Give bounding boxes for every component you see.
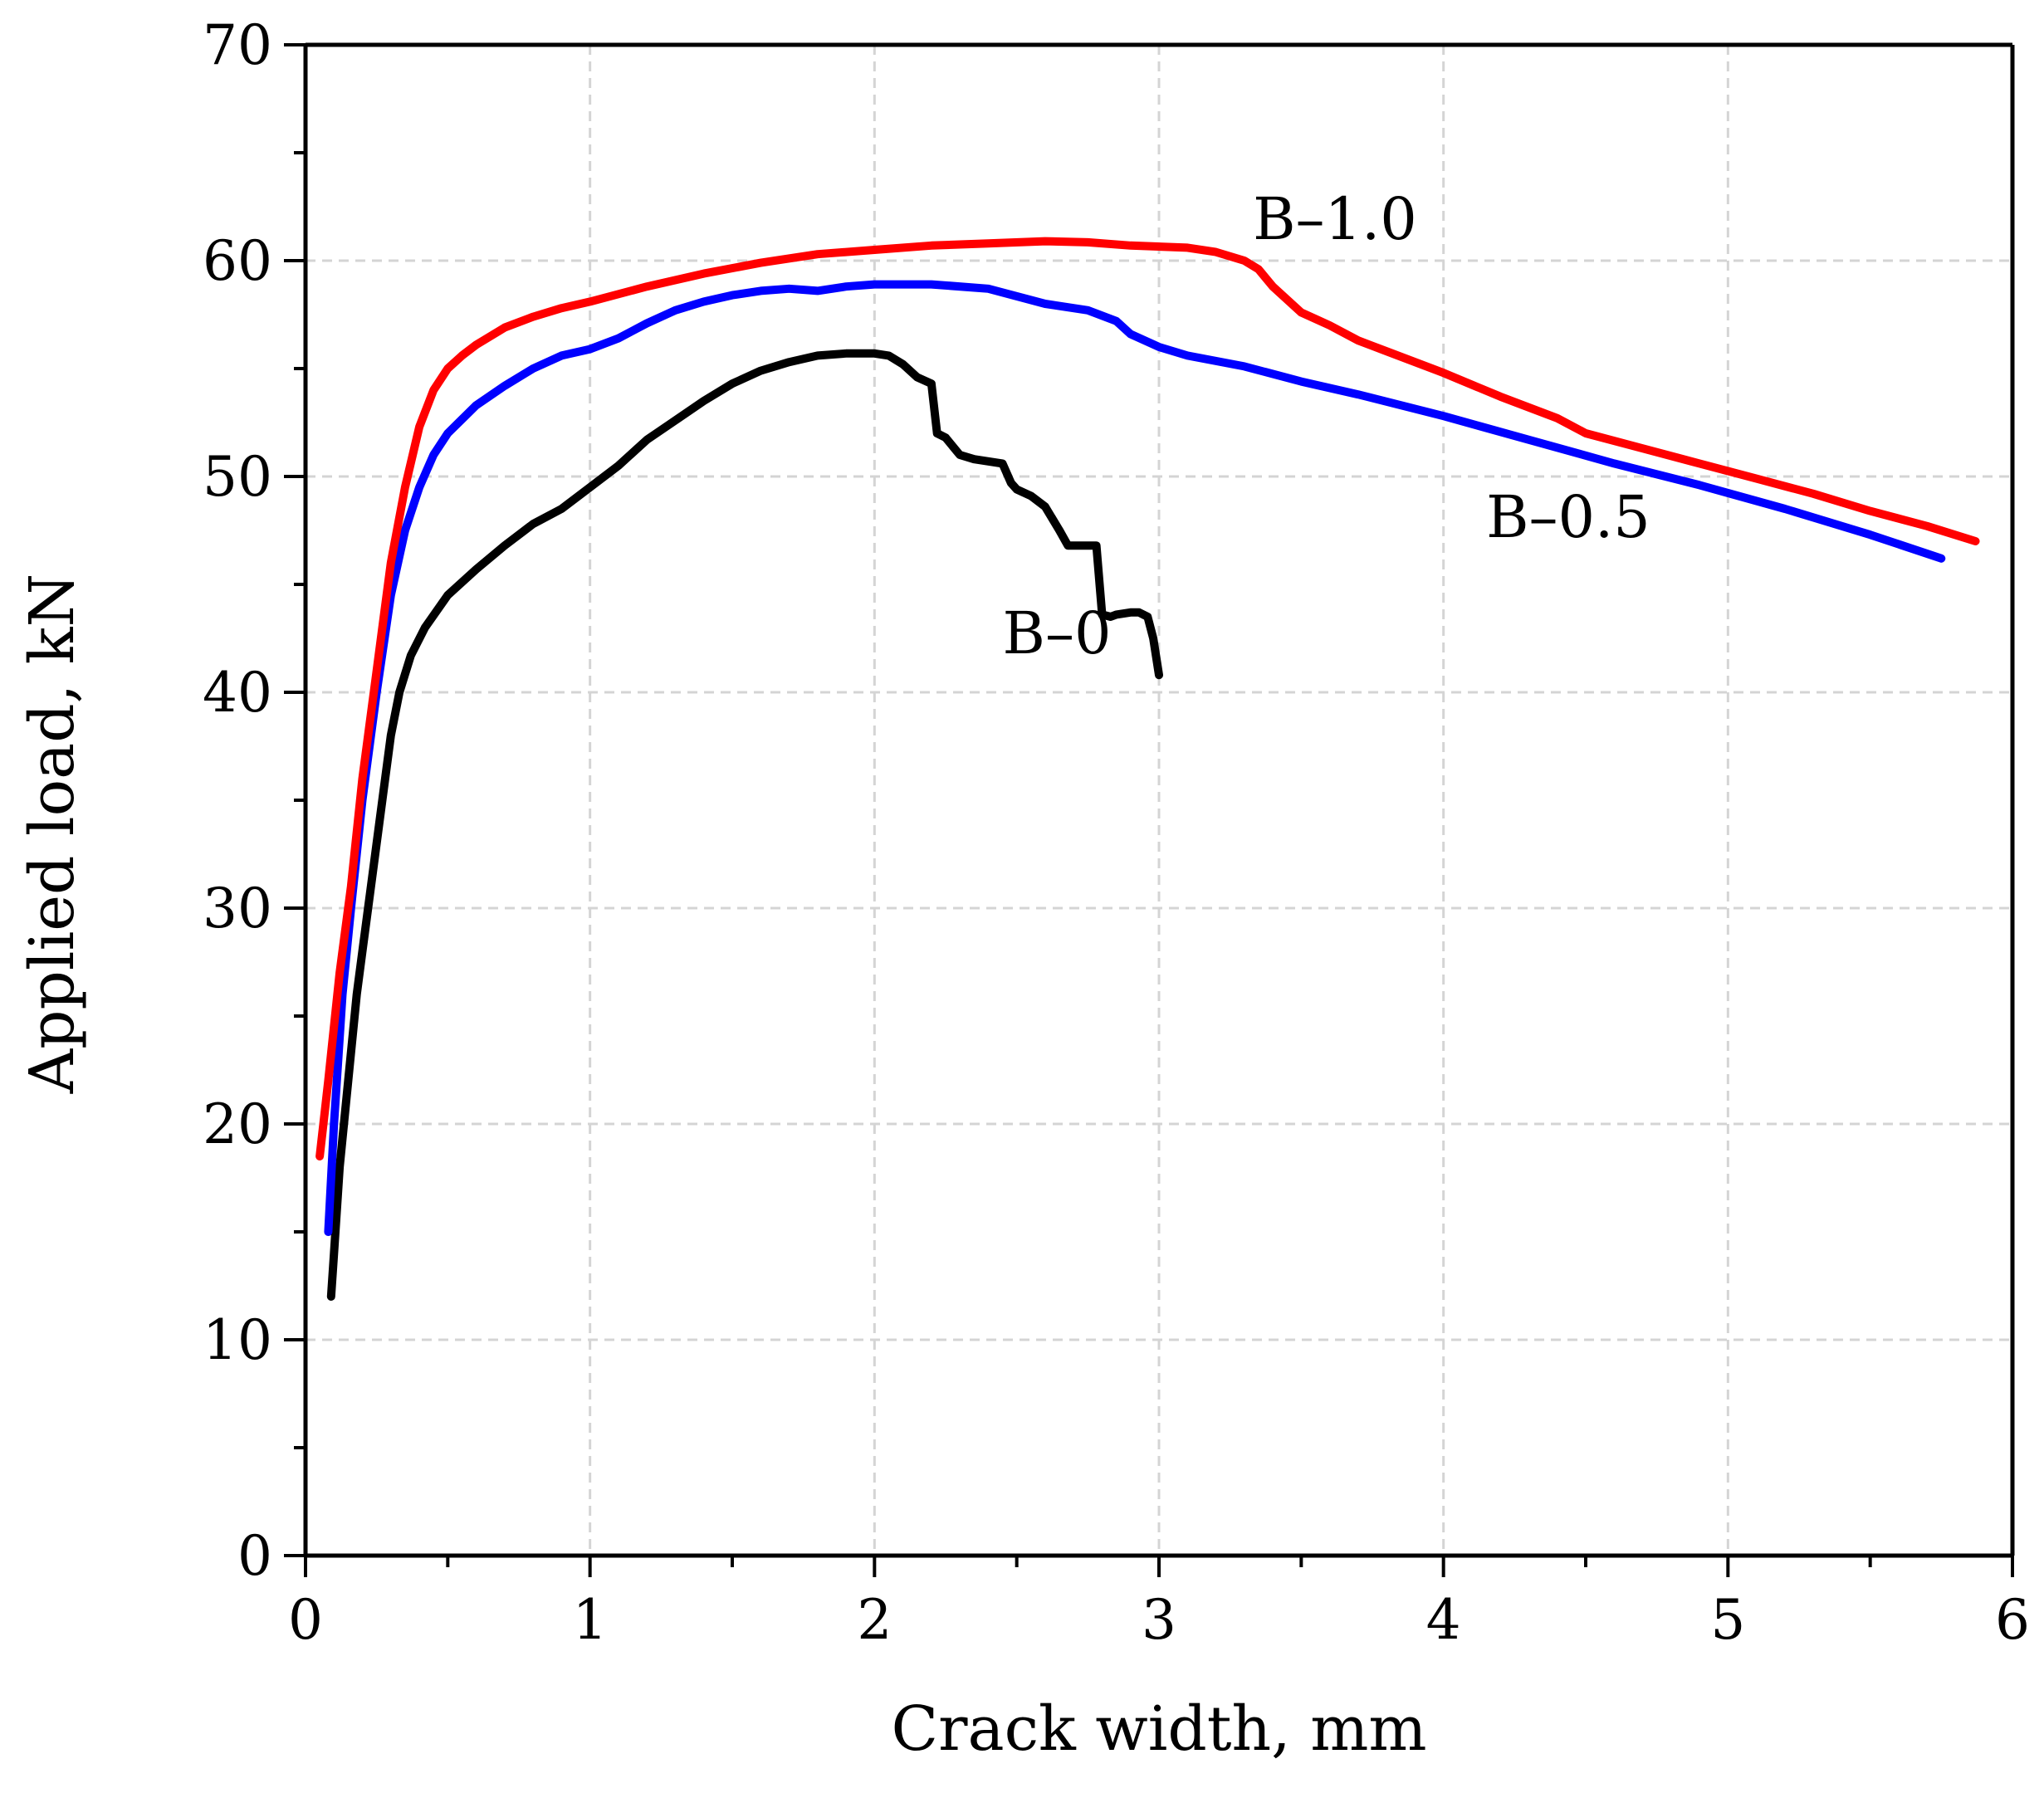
y-axis-title: Applied load, kN — [17, 574, 88, 1095]
y-tick-label: 0 — [237, 1524, 272, 1588]
x-tick-label: 1 — [573, 1588, 608, 1652]
x-axis-title: Crack width, mm — [891, 1693, 1426, 1765]
series-line-b-0 — [326, 349, 1163, 1301]
x-tick-label: 6 — [1995, 1588, 2030, 1652]
gridlines — [306, 45, 2012, 1556]
y-tick-label: 10 — [203, 1308, 272, 1372]
x-tick-label: 2 — [857, 1588, 892, 1652]
series-labels: B–0 B–0.5 B–1.0 — [1003, 185, 1650, 667]
series-label-b-1-0: B–1.0 — [1253, 185, 1417, 253]
y-tick-label: 50 — [203, 445, 272, 509]
series-label-b-0: B–0 — [1003, 599, 1112, 667]
series-line-b-0-5 — [324, 280, 1946, 1236]
series-line-b-1-0 — [315, 237, 1980, 1160]
x-tick-label: 4 — [1426, 1588, 1461, 1652]
x-tick-label: 0 — [288, 1588, 323, 1652]
y-tick-label: 30 — [203, 877, 272, 940]
y-tick-label: 40 — [203, 661, 272, 725]
y-tick-label: 60 — [203, 229, 272, 293]
series-lines — [315, 237, 1980, 1301]
x-tick-label: 3 — [1142, 1588, 1176, 1652]
x-tick-label: 5 — [1710, 1588, 1745, 1652]
y-tick-label: 20 — [203, 1092, 272, 1156]
y-tick-label: 70 — [203, 13, 272, 77]
series-label-b-0-5: B–0.5 — [1486, 483, 1650, 551]
ticks: 0 10 20 30 40 50 60 70 0 1 2 3 4 5 6 — [203, 13, 2030, 1652]
